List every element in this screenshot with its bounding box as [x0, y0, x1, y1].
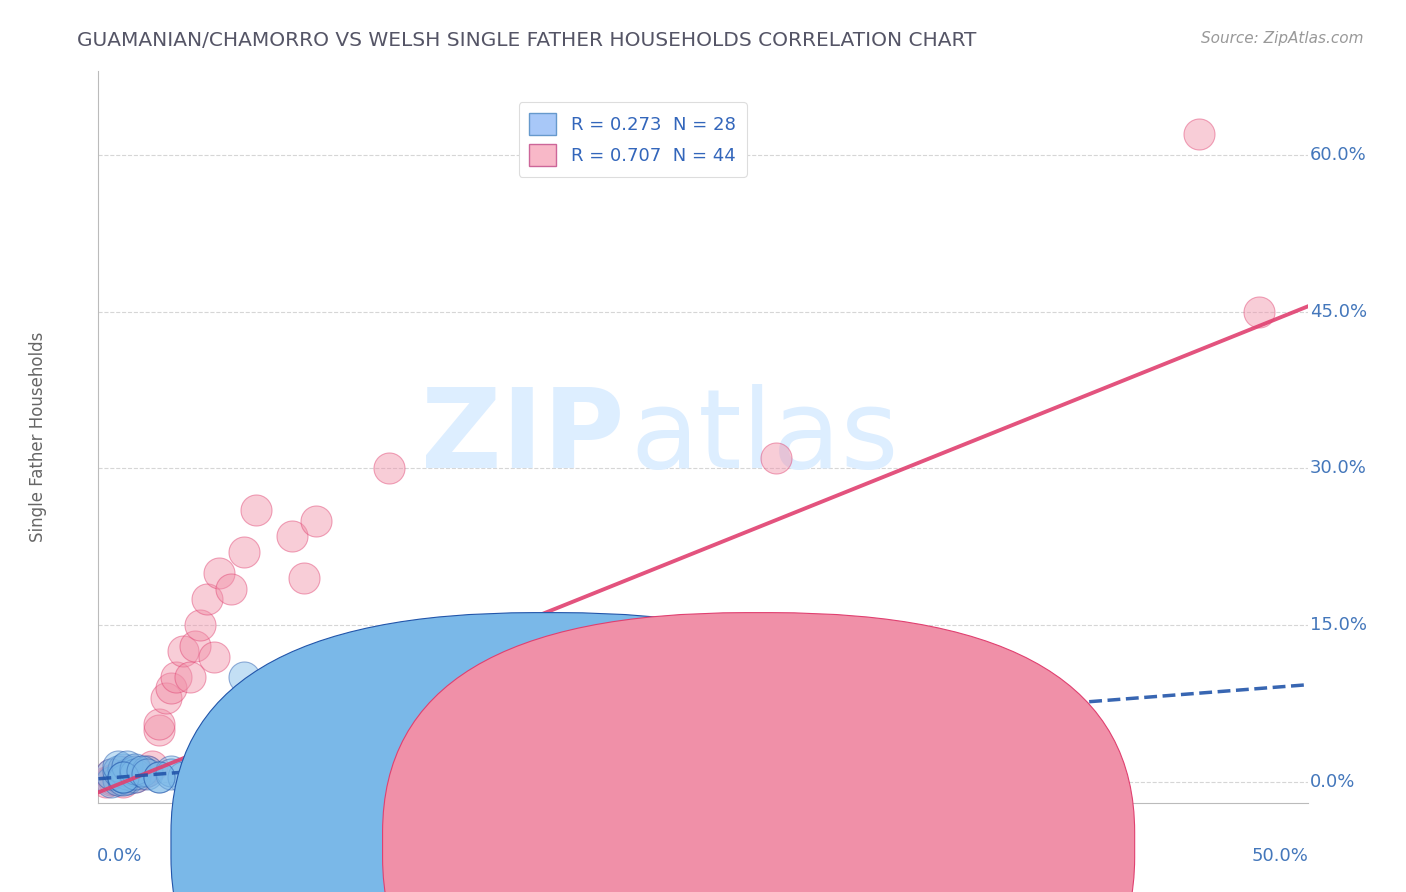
Point — [281, 529, 304, 543]
Text: 0.0%: 0.0% — [1310, 772, 1355, 791]
Point — [100, 766, 122, 780]
Point — [111, 770, 134, 784]
Point — [135, 766, 157, 780]
Point — [148, 770, 170, 784]
Point — [172, 644, 194, 658]
Point — [117, 759, 139, 773]
Point — [160, 764, 183, 779]
Point — [117, 772, 139, 786]
Point — [765, 450, 787, 465]
Point — [107, 770, 129, 784]
Text: 60.0%: 60.0% — [1310, 146, 1367, 164]
Point — [208, 566, 231, 580]
Point — [124, 764, 146, 779]
Point — [111, 764, 134, 779]
Point — [281, 770, 304, 784]
Point — [117, 766, 139, 780]
Point — [131, 766, 153, 780]
Point — [165, 670, 187, 684]
Point — [195, 592, 218, 607]
Point — [141, 759, 163, 773]
FancyBboxPatch shape — [172, 613, 924, 892]
Text: atlas: atlas — [630, 384, 898, 491]
Text: 50.0%: 50.0% — [1251, 847, 1309, 864]
FancyBboxPatch shape — [382, 613, 1135, 892]
Point — [413, 759, 436, 773]
Point — [148, 717, 170, 731]
Point — [117, 770, 139, 784]
Point — [100, 766, 122, 780]
Point — [172, 770, 194, 784]
Point — [292, 571, 315, 585]
Point — [160, 681, 183, 695]
Point — [1188, 127, 1211, 141]
Point — [131, 764, 153, 779]
Point — [184, 639, 207, 653]
Point — [124, 764, 146, 779]
Point — [124, 766, 146, 780]
Point — [111, 770, 134, 784]
Text: Guamanians/Chamorros: Guamanians/Chamorros — [568, 836, 785, 854]
Point — [111, 763, 134, 777]
Point — [486, 770, 509, 784]
Point — [107, 770, 129, 784]
Point — [232, 545, 254, 559]
Point — [107, 759, 129, 773]
Text: 30.0%: 30.0% — [1310, 459, 1367, 477]
Text: 45.0%: 45.0% — [1310, 302, 1367, 321]
Text: Source: ZipAtlas.com: Source: ZipAtlas.com — [1201, 31, 1364, 46]
Point — [100, 775, 122, 789]
Point — [245, 764, 267, 779]
Point — [135, 764, 157, 779]
Point — [305, 514, 328, 528]
Legend: R = 0.273  N = 28, R = 0.707  N = 44: R = 0.273 N = 28, R = 0.707 N = 44 — [519, 103, 747, 178]
Point — [107, 772, 129, 787]
Point — [107, 764, 129, 779]
Text: 0.0%: 0.0% — [97, 847, 142, 864]
Point — [148, 770, 170, 784]
Point — [111, 770, 134, 784]
Point — [94, 775, 117, 789]
Text: Single Father Households: Single Father Households — [30, 332, 46, 542]
Point — [124, 770, 146, 784]
Point — [148, 723, 170, 737]
Point — [1249, 304, 1271, 318]
Point — [179, 670, 201, 684]
Point — [111, 772, 134, 786]
Point — [377, 461, 399, 475]
Point — [117, 766, 139, 780]
Point — [111, 775, 134, 789]
Point — [124, 770, 146, 784]
Point — [135, 764, 157, 779]
Text: ZIP: ZIP — [420, 384, 624, 491]
Point — [101, 772, 124, 786]
Point — [124, 763, 146, 777]
Text: 15.0%: 15.0% — [1310, 616, 1367, 634]
Point — [245, 503, 267, 517]
Point — [450, 770, 472, 784]
Point — [256, 759, 278, 773]
Point — [155, 691, 177, 706]
Point — [934, 764, 956, 779]
Point — [221, 582, 243, 596]
Point — [111, 772, 134, 787]
Text: GUAMANIAN/CHAMORRO VS WELSH SINGLE FATHER HOUSEHOLDS CORRELATION CHART: GUAMANIAN/CHAMORRO VS WELSH SINGLE FATHE… — [77, 31, 977, 50]
Text: Welsh: Welsh — [779, 836, 832, 854]
Point — [204, 649, 226, 664]
Point — [160, 766, 183, 780]
Point — [329, 764, 352, 779]
Point — [100, 772, 122, 787]
Point — [232, 670, 254, 684]
Point — [188, 618, 211, 632]
